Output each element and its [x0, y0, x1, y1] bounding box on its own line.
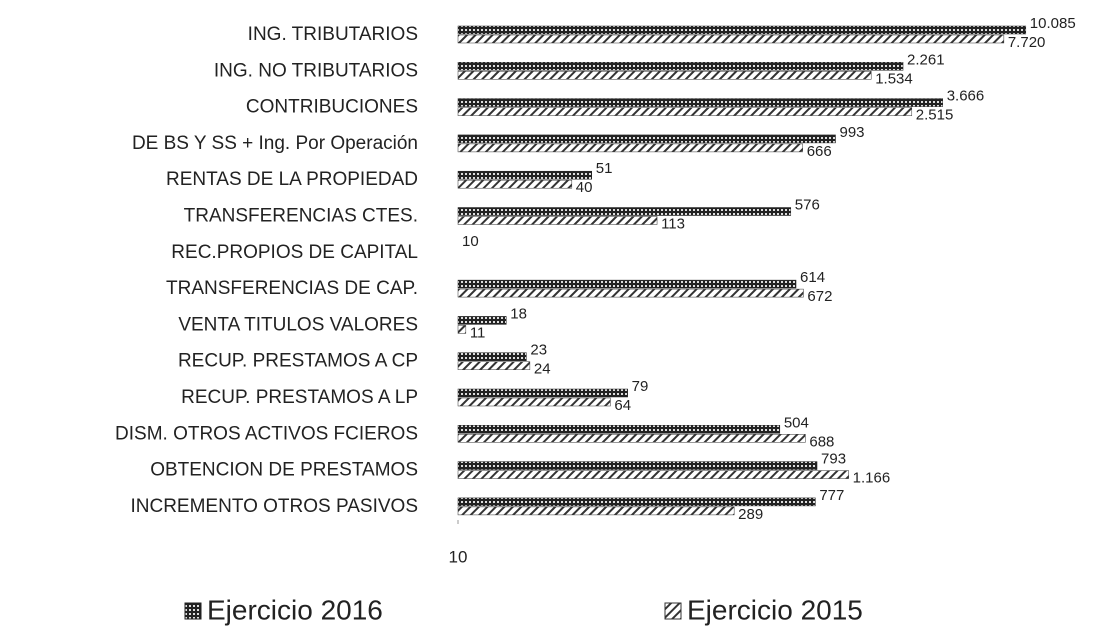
bar — [457, 98, 943, 107]
bar — [457, 325, 467, 334]
bar — [457, 470, 849, 479]
value-label: 504 — [784, 414, 809, 431]
bar — [457, 143, 803, 153]
category-label: DE BS Y SS + Ing. Por Operación — [132, 133, 418, 154]
bar — [457, 170, 593, 180]
bar — [457, 62, 904, 71]
value-label: 688 — [809, 433, 834, 450]
value-label: 2.261 — [907, 51, 945, 68]
bar — [457, 361, 531, 370]
value-label: 666 — [807, 143, 832, 160]
value-label: 23 — [530, 342, 547, 359]
value-label: 64 — [614, 397, 631, 414]
value-label: 614 — [800, 269, 825, 286]
value-label: 576 — [795, 196, 820, 213]
category-label: ING. NO TRIBUTARIOS — [214, 60, 418, 81]
bar — [457, 34, 1005, 44]
value-label: 3.666 — [947, 88, 985, 105]
bar — [457, 107, 913, 116]
legend-swatch — [184, 602, 202, 620]
bar — [457, 71, 872, 80]
legend-swatch — [664, 602, 682, 620]
bar — [457, 207, 792, 216]
value-label: 79 — [632, 378, 649, 395]
bar — [457, 288, 804, 298]
bar — [457, 25, 1027, 35]
category-label: OBTENCION DE PRESTAMOS — [150, 460, 418, 481]
category-label: DISM. OTROS ACTIVOS FCIEROS — [115, 423, 418, 444]
value-label: 793 — [821, 451, 846, 468]
value-label: 289 — [738, 506, 763, 523]
value-label: 113 — [661, 215, 685, 232]
category-label: RENTAS DE LA PROPIEDAD — [166, 169, 418, 190]
category-label: CONTRIBUCIONES — [246, 97, 418, 118]
bar — [457, 425, 781, 434]
legend-label: Ejercicio 2016 — [207, 594, 383, 625]
bar — [457, 461, 818, 470]
bar — [457, 134, 836, 144]
value-label: 10.085 — [1030, 15, 1076, 32]
bar — [457, 316, 507, 325]
category-label: RECUP. PRESTAMOS A CP — [178, 351, 418, 372]
category-label: VENTA TITULOS VALORES — [178, 314, 418, 335]
value-label: 24 — [534, 361, 551, 378]
legend-label: Ejercicio 2015 — [687, 594, 863, 625]
x-tick-label: 10 — [449, 547, 468, 566]
value-label: 40 — [576, 179, 593, 196]
bar — [457, 497, 816, 507]
category-label: REC.PROPIOS DE CAPITAL — [171, 242, 418, 263]
value-label: 18 — [510, 305, 527, 322]
value-label: 2.515 — [916, 107, 954, 124]
value-label: 10 — [462, 233, 479, 250]
category-label: INCREMENTO OTROS PASIVOS — [130, 496, 418, 517]
bar — [457, 388, 628, 398]
category-label: ING. TRIBUTARIOS — [248, 24, 418, 45]
bar — [457, 179, 573, 189]
category-label: TRANSFERENCIAS DE CAP. — [166, 278, 418, 299]
bar — [457, 434, 806, 443]
value-label: 672 — [807, 288, 832, 305]
value-label: 1.534 — [875, 70, 913, 87]
category-label: RECUP. PRESTAMOS A LP — [181, 387, 418, 408]
value-label: 993 — [839, 124, 864, 141]
bar — [457, 279, 797, 289]
value-label: 777 — [819, 487, 844, 504]
bar — [457, 506, 735, 516]
bar — [457, 397, 611, 407]
bar — [457, 216, 658, 225]
category-label: TRANSFERENCIAS CTES. — [184, 206, 418, 227]
value-label: 1.166 — [853, 470, 891, 487]
value-label: 7.720 — [1008, 34, 1046, 51]
value-label: 11 — [470, 324, 486, 341]
bar — [457, 352, 527, 361]
value-label: 51 — [596, 160, 613, 177]
